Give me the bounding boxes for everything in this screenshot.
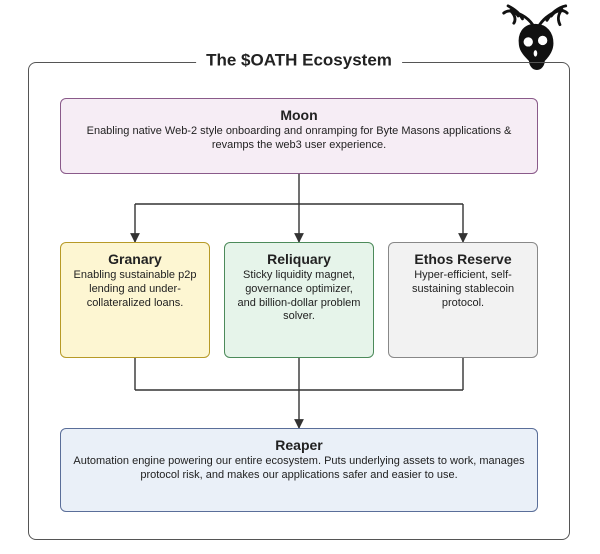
node-granary-desc: Enabling sustainable p2p lending and und… bbox=[71, 269, 199, 310]
node-reaper-title: Reaper bbox=[71, 437, 527, 453]
node-ethos-title: Ethos Reserve bbox=[399, 251, 527, 267]
node-moon-title: Moon bbox=[71, 107, 527, 123]
node-reaper: Reaper Automation engine powering our en… bbox=[60, 428, 538, 512]
node-ethos: Ethos Reserve Hyper-efficient, self-sust… bbox=[388, 242, 538, 358]
node-reliquary: Reliquary Sticky liquidity magnet, gover… bbox=[224, 242, 374, 358]
node-reliquary-desc: Sticky liquidity magnet, governance opti… bbox=[235, 269, 363, 324]
diagram-stage: The $OATH Ecosystem Moon Enabling native… bbox=[0, 0, 600, 554]
node-reliquary-title: Reliquary bbox=[235, 251, 363, 267]
node-reaper-desc: Automation engine powering our entire ec… bbox=[71, 455, 527, 483]
ecosystem-frame-title: The $OATH Ecosystem bbox=[196, 52, 402, 69]
node-moon: Moon Enabling native Web-2 style onboard… bbox=[60, 98, 538, 174]
node-granary: Granary Enabling sustainable p2p lending… bbox=[60, 242, 210, 358]
node-moon-desc: Enabling native Web-2 style onboarding a… bbox=[71, 125, 527, 153]
node-granary-title: Granary bbox=[71, 251, 199, 267]
node-ethos-desc: Hyper-efficient, self-sustaining stablec… bbox=[399, 269, 527, 310]
